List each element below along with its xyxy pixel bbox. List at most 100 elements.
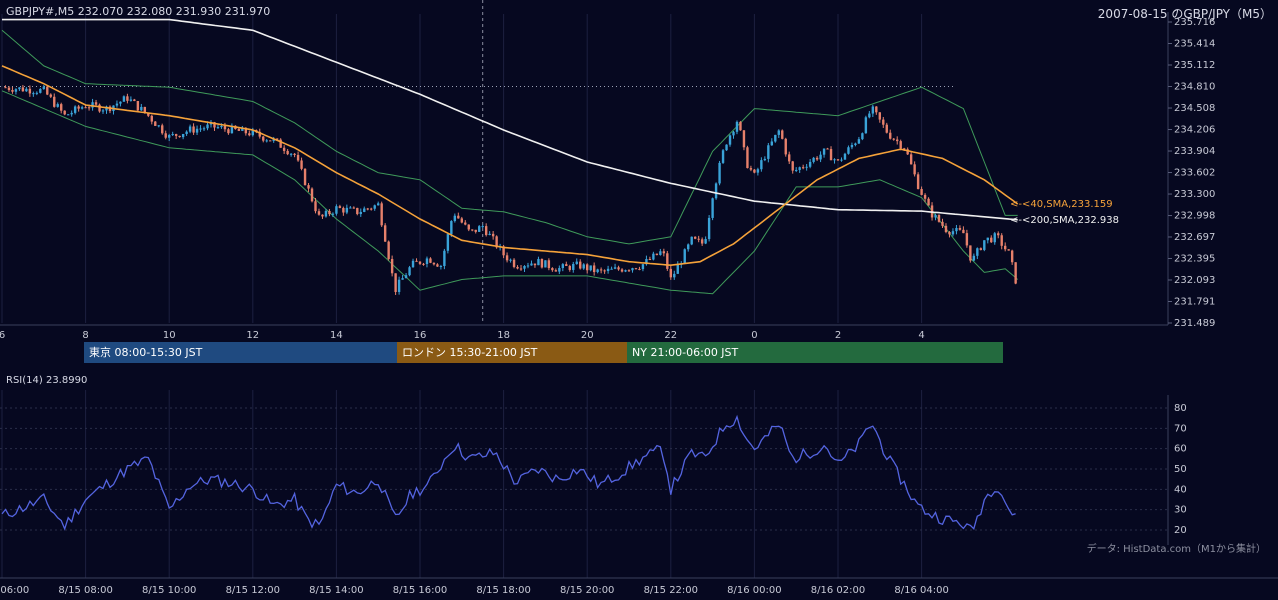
bear-candle (11, 90, 14, 92)
bull-candle (589, 265, 592, 271)
time-tick-label: 16 (414, 330, 427, 341)
bull-candle (56, 104, 59, 107)
bear-candle (599, 269, 603, 271)
bear-candle (693, 236, 697, 239)
bear-candle (164, 133, 167, 138)
bull-candle (481, 226, 484, 228)
bear-candle (927, 198, 930, 206)
bull-candle (335, 206, 338, 214)
bull-candle (871, 106, 875, 114)
bear-candle (815, 157, 819, 160)
bull-candle (220, 126, 223, 128)
rsi-time-tick-label: 8/16 04:00 (894, 585, 948, 596)
rsi-tick-label: 50 (1174, 464, 1187, 475)
bull-candle (683, 249, 686, 264)
bull-candle (972, 255, 976, 261)
bear-candle (896, 139, 899, 142)
bear-candle (920, 188, 923, 195)
grid-lines (0, 0, 1169, 578)
bear-candle (505, 255, 509, 261)
bear-candle (143, 106, 147, 113)
bull-candle (439, 265, 443, 267)
bull-candle (450, 221, 453, 235)
bull-candle (707, 217, 711, 240)
bear-candle (620, 269, 624, 272)
bear-candle (307, 185, 310, 189)
bull-candle (976, 248, 979, 256)
bear-candle (753, 169, 756, 173)
bear-candle (258, 131, 261, 137)
bear-candle (502, 246, 505, 256)
bull-candle (613, 267, 617, 269)
bull-candle (774, 134, 777, 142)
bear-candle (491, 233, 495, 237)
bear-candle (565, 264, 568, 266)
bull-candle (25, 88, 28, 92)
bear-candle (655, 253, 659, 255)
bear-candle (788, 154, 791, 162)
time-tick-label: 2 (835, 330, 841, 341)
bear-candle (648, 259, 652, 261)
bear-candle (958, 228, 962, 230)
bear-candle (603, 270, 606, 272)
bull-candle (289, 153, 293, 155)
bull-candle (14, 89, 18, 92)
bear-candle (592, 265, 596, 273)
bear-candle (540, 259, 544, 268)
bull-candle (101, 110, 105, 112)
bull-candle (805, 166, 808, 168)
price-tick-label: 234.508 (1174, 103, 1215, 114)
bear-candle (749, 168, 753, 170)
rsi-tick-label: 60 (1174, 444, 1187, 455)
rsi-tick-label: 30 (1174, 505, 1187, 516)
bear-candle (418, 261, 422, 264)
bull-candle (558, 268, 561, 272)
bull-candle (157, 125, 160, 127)
price-tick-label: 235.414 (1174, 39, 1215, 50)
bull-candle (453, 215, 457, 222)
bear-candle (962, 229, 965, 234)
bear-candle (84, 107, 87, 109)
bear-candle (342, 207, 345, 213)
time-tick-label: 20 (581, 330, 594, 341)
rsi-tick-label: 20 (1174, 525, 1187, 536)
price-tick-label: 231.791 (1174, 296, 1215, 307)
bear-candle (906, 149, 909, 155)
bull-candle (777, 130, 780, 135)
bear-candle (133, 99, 136, 102)
bull-candle (847, 147, 850, 154)
price-tick-label: 232.998 (1174, 211, 1215, 222)
bull-candle (857, 139, 861, 144)
bull-candle (767, 145, 770, 159)
bear-candle (965, 233, 969, 246)
bear-candle (21, 87, 25, 92)
bear-candle (227, 129, 230, 134)
bear-candle (244, 127, 248, 134)
bull-candle (32, 93, 35, 95)
bear-candle (356, 207, 359, 215)
bear-candle (617, 267, 620, 270)
bull-candle (714, 183, 718, 199)
bear-candle (948, 231, 951, 235)
bull-candle (718, 162, 721, 184)
bear-candle (937, 215, 941, 222)
bear-candle (394, 273, 397, 292)
bear-candle (1010, 250, 1014, 263)
price-tick-label: 232.093 (1174, 275, 1215, 286)
bear-candle (303, 168, 307, 186)
bull-candle (443, 250, 446, 266)
bear-candle (923, 194, 927, 199)
bull-candle (735, 121, 739, 132)
bull-candle (119, 101, 122, 104)
bear-candle (223, 126, 227, 130)
bull-candle (596, 269, 599, 273)
bear-candle (878, 112, 881, 120)
bollinger-lower-line (1, 90, 1019, 295)
bear-candle (178, 135, 181, 138)
rsi-time-tick-label: 8/15 16:00 (393, 585, 447, 596)
price-tick-label: 234.810 (1174, 82, 1215, 93)
bear-candle (742, 130, 746, 148)
price-tick-label: 233.904 (1174, 146, 1215, 157)
